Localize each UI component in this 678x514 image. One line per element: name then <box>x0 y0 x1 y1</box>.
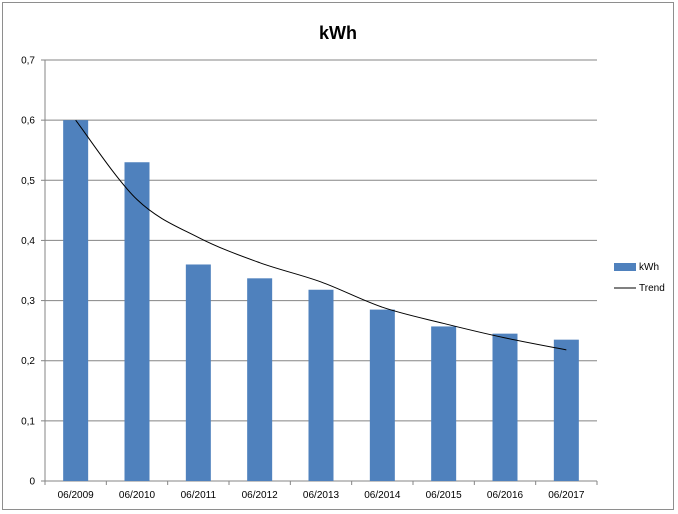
x-tick-label: 06/2015 <box>426 490 463 501</box>
bar <box>185 264 211 481</box>
x-tick-label: 06/2011 <box>181 490 217 501</box>
bar <box>492 333 518 481</box>
bar <box>431 326 457 481</box>
x-tick-label: 06/2017 <box>548 490 585 501</box>
bar <box>63 120 89 482</box>
x-tick-label: 06/2010 <box>119 490 156 501</box>
bar <box>369 309 395 481</box>
y-tick-label: 0,5 <box>21 176 35 187</box>
chart-title: kWh <box>319 23 357 43</box>
y-tick-label: 0,4 <box>21 236 35 247</box>
x-tick-label: 06/2013 <box>303 490 340 501</box>
y-tick-label: 0,6 <box>21 116 35 127</box>
bar <box>124 162 150 481</box>
y-tick-label: 0 <box>29 477 35 488</box>
legend-swatch-kwh <box>614 263 636 271</box>
bar <box>553 339 579 481</box>
x-tick-label: 06/2009 <box>58 490 95 501</box>
x-tick-label: 06/2012 <box>242 490 279 501</box>
bar <box>308 289 334 481</box>
x-tick-label: 06/2016 <box>487 490 524 501</box>
y-tick-label: 0,1 <box>21 416 35 427</box>
trend-line <box>75 119 567 351</box>
y-tick-label: 0,3 <box>21 296 35 307</box>
legend-label-kwh: kWh <box>639 262 659 273</box>
y-tick-label: 0,2 <box>21 356 35 367</box>
y-tick-label: 0,7 <box>21 56 35 67</box>
bar <box>247 278 273 481</box>
legend-label-trend: Trend <box>639 283 665 294</box>
x-tick-label: 06/2014 <box>364 490 401 501</box>
